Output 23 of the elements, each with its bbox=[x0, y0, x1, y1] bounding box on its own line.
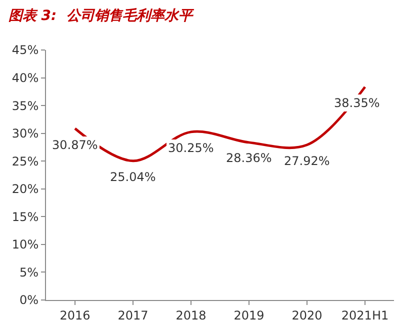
chart-title: 图表 3: 公司销售毛利率水平 bbox=[8, 6, 194, 24]
x-tick-label: 2017 bbox=[118, 308, 148, 322]
x-tick-label: 2020 bbox=[292, 308, 322, 322]
y-tick-label: 15% bbox=[12, 210, 39, 224]
data-label: 30.87% bbox=[52, 138, 98, 152]
y-tick-label: 40% bbox=[12, 70, 39, 85]
y-tick-label: 35% bbox=[12, 98, 39, 113]
data-label: 27.92% bbox=[284, 154, 330, 168]
x-tick-label: 2016 bbox=[60, 308, 90, 322]
y-tick-label: 0% bbox=[20, 293, 39, 308]
y-tick-label: 30% bbox=[12, 126, 39, 141]
data-label: 25.04% bbox=[110, 170, 156, 184]
data-label: 30.25% bbox=[168, 141, 214, 155]
y-tick-label: 25% bbox=[12, 154, 39, 168]
data-label: 28.36% bbox=[226, 151, 272, 165]
data-label: 38.35% bbox=[334, 96, 380, 110]
y-tick-label: 20% bbox=[12, 182, 39, 196]
y-tick-label: 10% bbox=[12, 238, 39, 252]
x-tick-label: 2019 bbox=[234, 308, 264, 322]
y-tick-label: 45% bbox=[12, 43, 39, 58]
x-tick-label: 2021H1 bbox=[341, 308, 389, 322]
x-tick-label: 2018 bbox=[176, 308, 206, 322]
y-tick-label: 5% bbox=[20, 265, 39, 280]
